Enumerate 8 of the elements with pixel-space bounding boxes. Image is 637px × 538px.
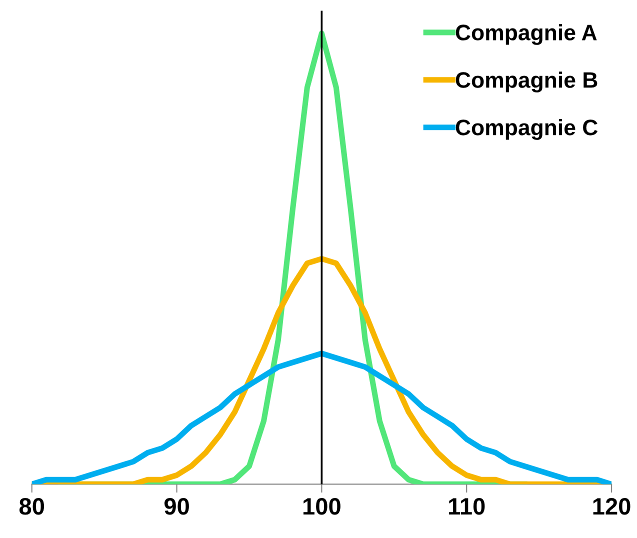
legend-label: Compagnie A: [456, 24, 597, 45]
legend-label: Compagnie C: [456, 119, 598, 140]
x-tick-label: 90: [164, 498, 189, 515]
legend-label: Compagnie B: [456, 72, 598, 92]
x-tick-label: 80: [19, 498, 44, 515]
x-tick-label: 120: [593, 498, 630, 515]
x-tick-label: 100: [303, 498, 340, 515]
x-tick-label: 110: [449, 498, 485, 515]
